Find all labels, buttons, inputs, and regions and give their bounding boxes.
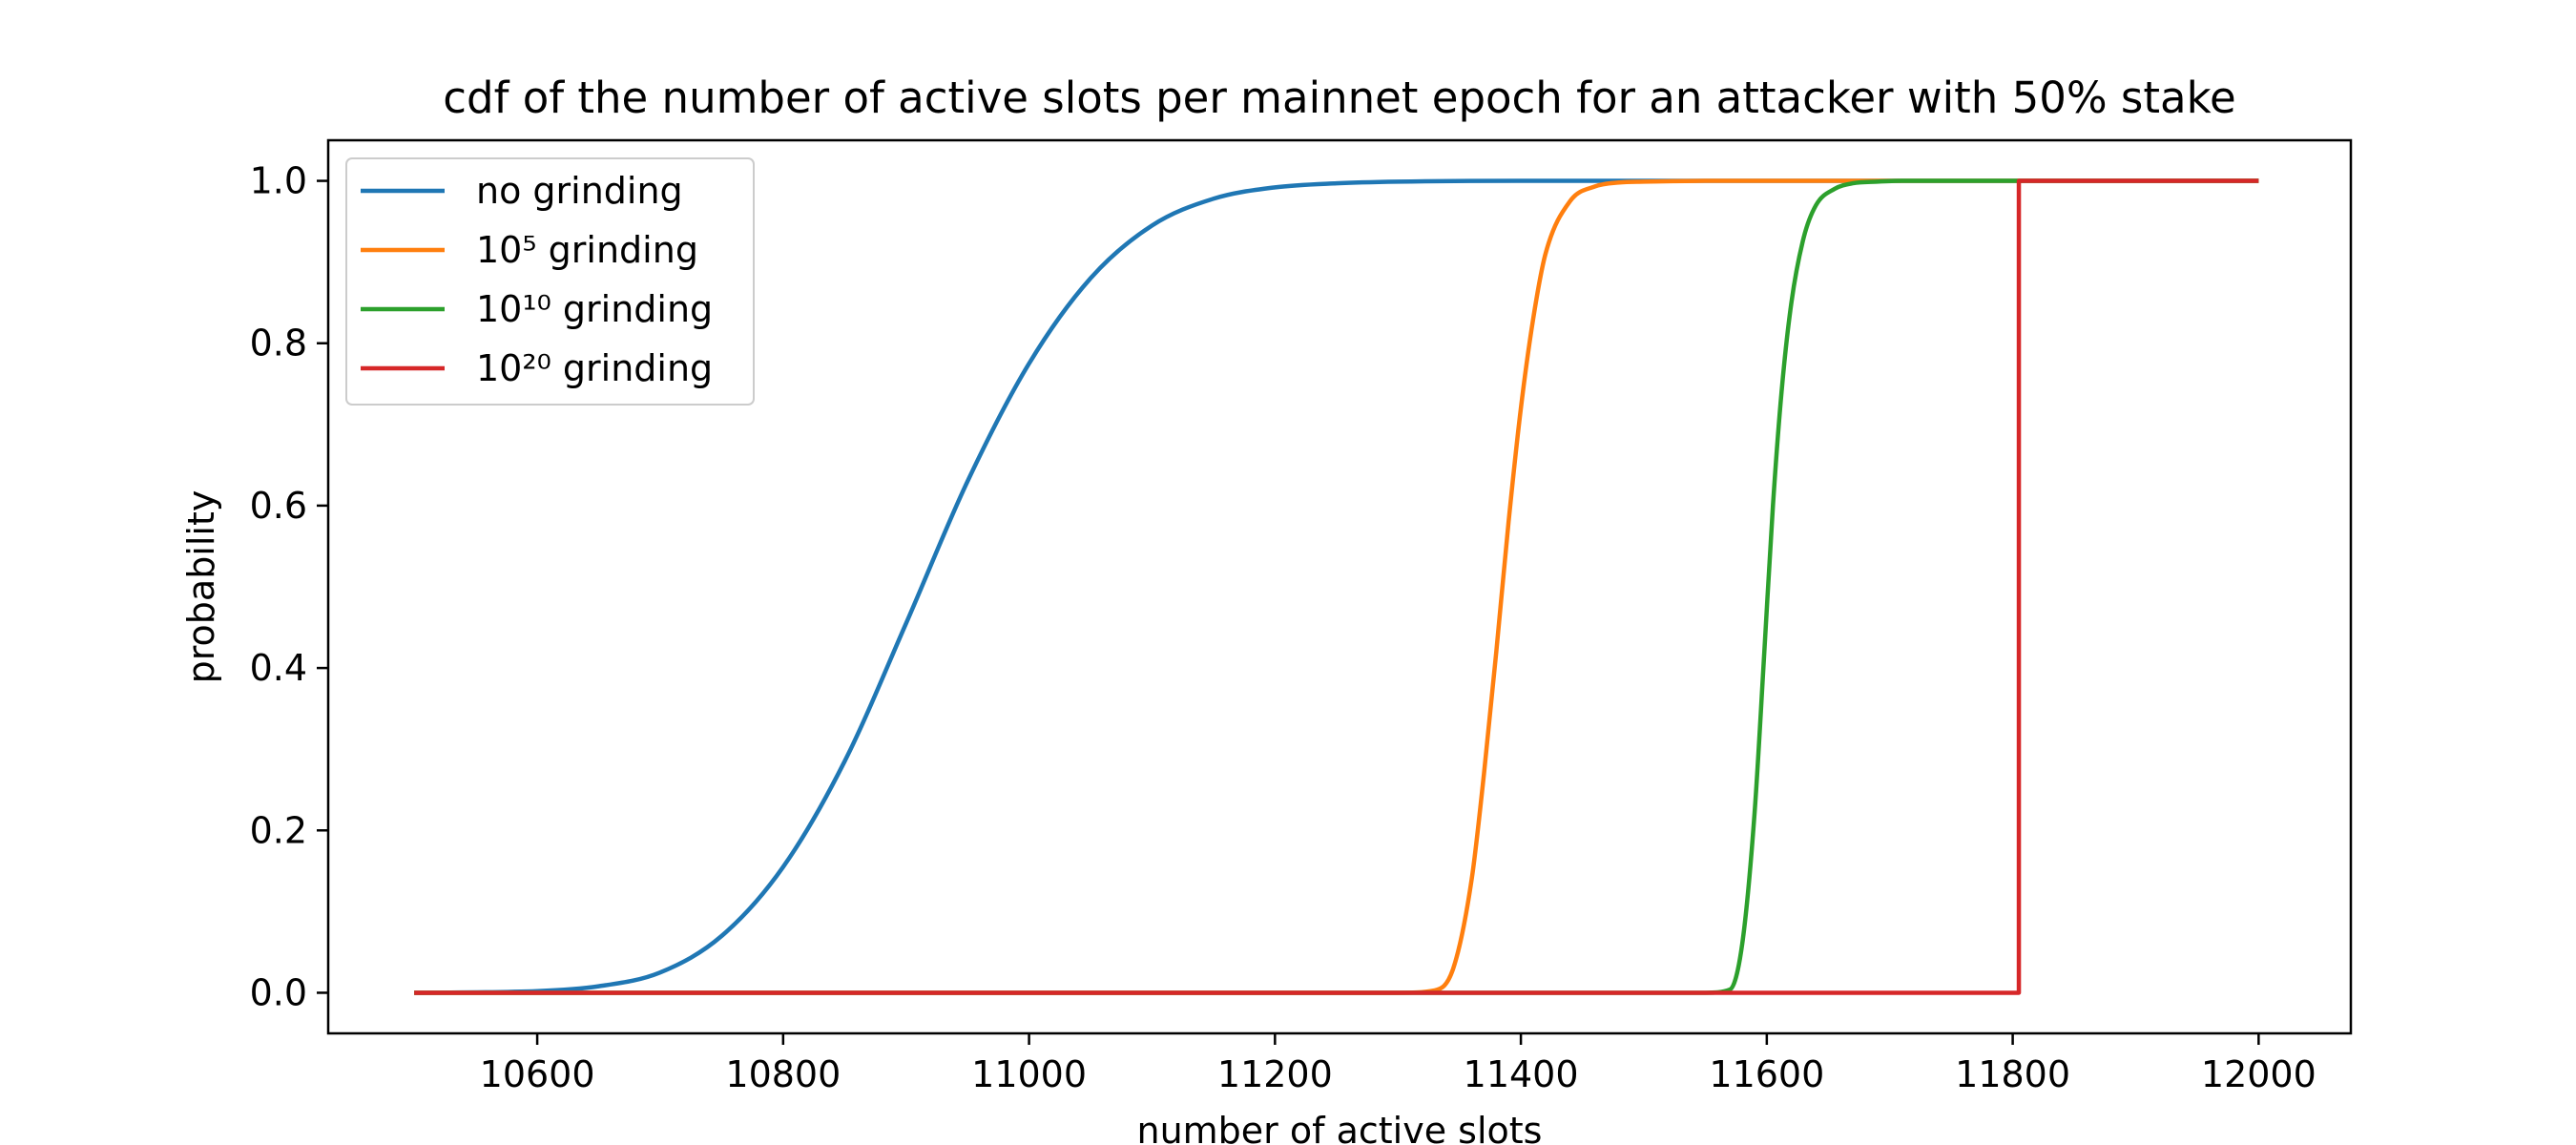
x-tick-label: 10800: [725, 1053, 841, 1095]
chart-title: cdf of the number of active slots per ma…: [443, 73, 2235, 123]
series-line-3: [414, 178, 2259, 995]
legend: no grinding 10⁵ grinding 10¹⁰ grinding 10²⁰…: [345, 157, 755, 406]
legend-label-0: no grinding: [476, 170, 683, 212]
x-tick-label: 11000: [971, 1053, 1087, 1095]
plot-frame: [326, 138, 2353, 1035]
legend-label-2: 10¹⁰ grinding: [476, 288, 713, 330]
y-axis-label: probability: [180, 490, 222, 684]
y-tick-label: 0.6: [250, 485, 307, 527]
x-tick-label: 12000: [2201, 1053, 2316, 1095]
x-tick-label: 11200: [1217, 1053, 1333, 1095]
y-tick-label: 0.8: [250, 323, 307, 364]
y-tick-label: 0.4: [250, 647, 307, 689]
plot-lines: [414, 178, 2259, 995]
y-tick-label: 0.0: [250, 971, 307, 1013]
legend-label-3: 10²⁰ grinding: [476, 347, 713, 389]
x-axis: 10600 10800 11000 11200 11400 11600 11800 12000: [480, 1033, 2316, 1095]
x-tick-label: 11600: [1709, 1053, 1824, 1095]
x-tick-label: 11400: [1464, 1053, 1579, 1095]
x-tick-label: 11800: [1955, 1053, 2070, 1095]
y-tick-label: 0.2: [250, 809, 307, 851]
y-tick-label: 1.0: [250, 160, 307, 202]
legend-items: no grinding 10⁵ grinding 10¹⁰ grinding 10²⁰…: [361, 170, 713, 389]
legend-label-1: 10⁵ grinding: [476, 229, 698, 271]
x-tick-label: 10600: [480, 1053, 595, 1095]
x-axis-label: number of active slots: [1137, 1110, 1543, 1145]
legend-box: [345, 157, 755, 406]
y-axis: 0.0 0.2 0.4 0.6 0.8 1.0: [250, 160, 328, 1013]
